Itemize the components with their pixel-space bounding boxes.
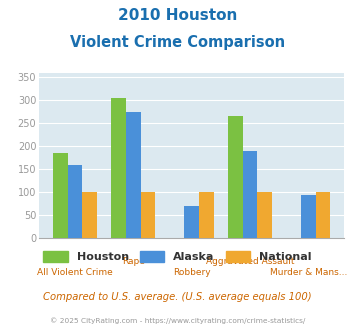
Bar [53,153,67,238]
Bar [141,192,155,238]
Bar [199,192,214,238]
Bar [257,192,272,238]
Bar [67,165,82,238]
Bar [316,192,331,238]
Bar [228,116,243,238]
Bar [301,195,316,238]
Text: Rape: Rape [122,257,145,266]
Bar [126,113,141,238]
Legend: Houston, Alaska, National: Houston, Alaska, National [39,247,316,267]
Text: Murder & Mans...: Murder & Mans... [270,268,347,277]
Text: © 2025 CityRating.com - https://www.cityrating.com/crime-statistics/: © 2025 CityRating.com - https://www.city… [50,317,305,324]
Text: Violent Crime Comparison: Violent Crime Comparison [70,35,285,50]
Bar [82,192,97,238]
Text: Robbery: Robbery [173,268,211,277]
Bar [111,98,126,238]
Bar [243,151,257,238]
Text: 2010 Houston: 2010 Houston [118,8,237,23]
Text: Compared to U.S. average. (U.S. average equals 100): Compared to U.S. average. (U.S. average … [43,292,312,302]
Bar [184,206,199,238]
Text: Aggravated Assault: Aggravated Assault [206,257,294,266]
Text: All Violent Crime: All Violent Crime [37,268,113,277]
